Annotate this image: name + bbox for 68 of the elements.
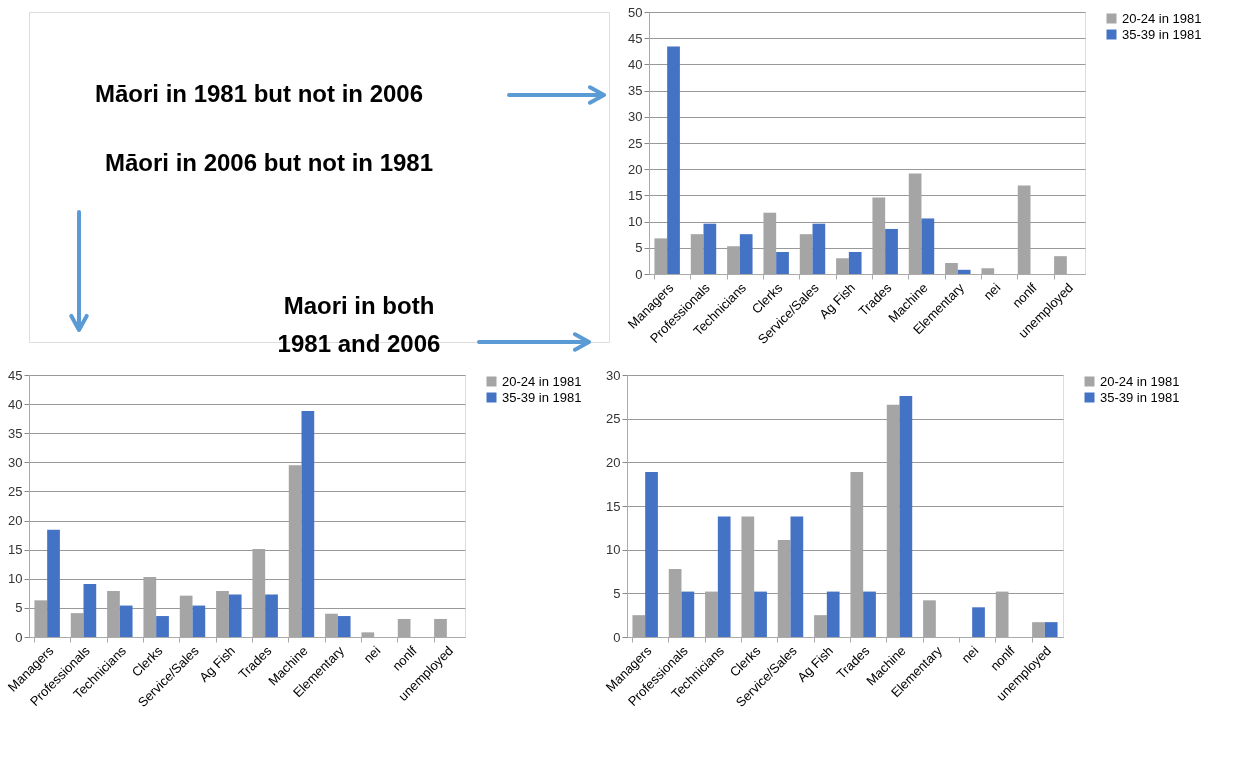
y-tick-label: 35 bbox=[628, 83, 643, 99]
bar bbox=[156, 616, 169, 637]
bar bbox=[83, 584, 97, 637]
y-tick-label: 35 bbox=[8, 425, 23, 441]
y-tick-label: 20 bbox=[8, 513, 23, 529]
bar bbox=[812, 223, 826, 274]
y-tick-label: 25 bbox=[606, 411, 621, 427]
y-tick-label: 10 bbox=[8, 571, 23, 587]
y-tick-label: 45 bbox=[628, 30, 643, 46]
y-tick-label: 15 bbox=[628, 187, 643, 203]
bar bbox=[885, 228, 898, 274]
y-tick-label: 40 bbox=[628, 56, 643, 72]
bar bbox=[192, 605, 206, 637]
legend-label: 35-39 in 1981 bbox=[1100, 389, 1180, 405]
y-tick-label: 30 bbox=[8, 454, 23, 470]
bar bbox=[337, 616, 351, 637]
bar bbox=[667, 46, 680, 274]
text: Māori in 1981 but not in 2006 bbox=[94, 80, 424, 107]
legend-label: 35-39 in 1981 bbox=[1122, 26, 1202, 42]
y-tick-label: 10 bbox=[628, 214, 643, 230]
x-tick-label: nei bbox=[360, 643, 384, 666]
x-tick-label: nei bbox=[980, 280, 1004, 303]
legend-label: 20-24 in 1981 bbox=[1122, 10, 1202, 26]
y-tick-label: 5 bbox=[15, 600, 23, 616]
y-tick-label: 0 bbox=[613, 629, 621, 645]
bar bbox=[47, 529, 60, 637]
y-tick-label: 30 bbox=[628, 109, 643, 125]
y-tick-label: 20 bbox=[606, 454, 621, 470]
bar bbox=[848, 251, 862, 274]
y-tick-label: 30 bbox=[606, 367, 621, 383]
bar bbox=[703, 223, 717, 274]
bar bbox=[717, 516, 731, 637]
bar bbox=[265, 594, 278, 637]
bar bbox=[739, 234, 753, 274]
bar bbox=[301, 411, 315, 637]
y-tick-label: 0 bbox=[635, 266, 643, 282]
bar bbox=[826, 591, 840, 637]
y-tick-label: 25 bbox=[628, 135, 643, 151]
bar bbox=[863, 591, 876, 637]
y-tick-label: 10 bbox=[606, 542, 621, 558]
bar bbox=[681, 591, 695, 637]
legend-label: 20-24 in 1981 bbox=[502, 373, 582, 389]
y-tick-label: 5 bbox=[613, 585, 621, 601]
y-tick-label: 20 bbox=[628, 161, 643, 177]
y-tick-label: 50 bbox=[628, 4, 643, 20]
bar bbox=[754, 591, 767, 637]
y-tick-label: 45 bbox=[8, 367, 23, 383]
legend-label: 35-39 in 1981 bbox=[502, 389, 582, 405]
text: Maori in both 1981 and 2006 bbox=[277, 292, 441, 357]
bar bbox=[776, 251, 789, 274]
bar bbox=[972, 607, 985, 637]
y-tick-label: 0 bbox=[15, 629, 23, 645]
text: Māori in 2006 but not in 1981 bbox=[104, 149, 434, 176]
bar bbox=[228, 594, 242, 637]
bar bbox=[645, 471, 658, 637]
bar bbox=[899, 395, 913, 637]
bar bbox=[957, 269, 971, 274]
legend-label: 20-24 in 1981 bbox=[1100, 373, 1180, 389]
y-tick-label: 25 bbox=[8, 483, 23, 499]
y-tick-label: 15 bbox=[8, 542, 23, 558]
y-tick-label: 5 bbox=[635, 240, 643, 256]
x-tick-label: nei bbox=[958, 643, 982, 666]
bar bbox=[1044, 622, 1058, 637]
bar bbox=[921, 218, 935, 274]
y-tick-label: 40 bbox=[8, 396, 23, 412]
bar bbox=[119, 605, 133, 637]
y-tick-label: 15 bbox=[606, 498, 621, 514]
bar bbox=[790, 516, 804, 637]
